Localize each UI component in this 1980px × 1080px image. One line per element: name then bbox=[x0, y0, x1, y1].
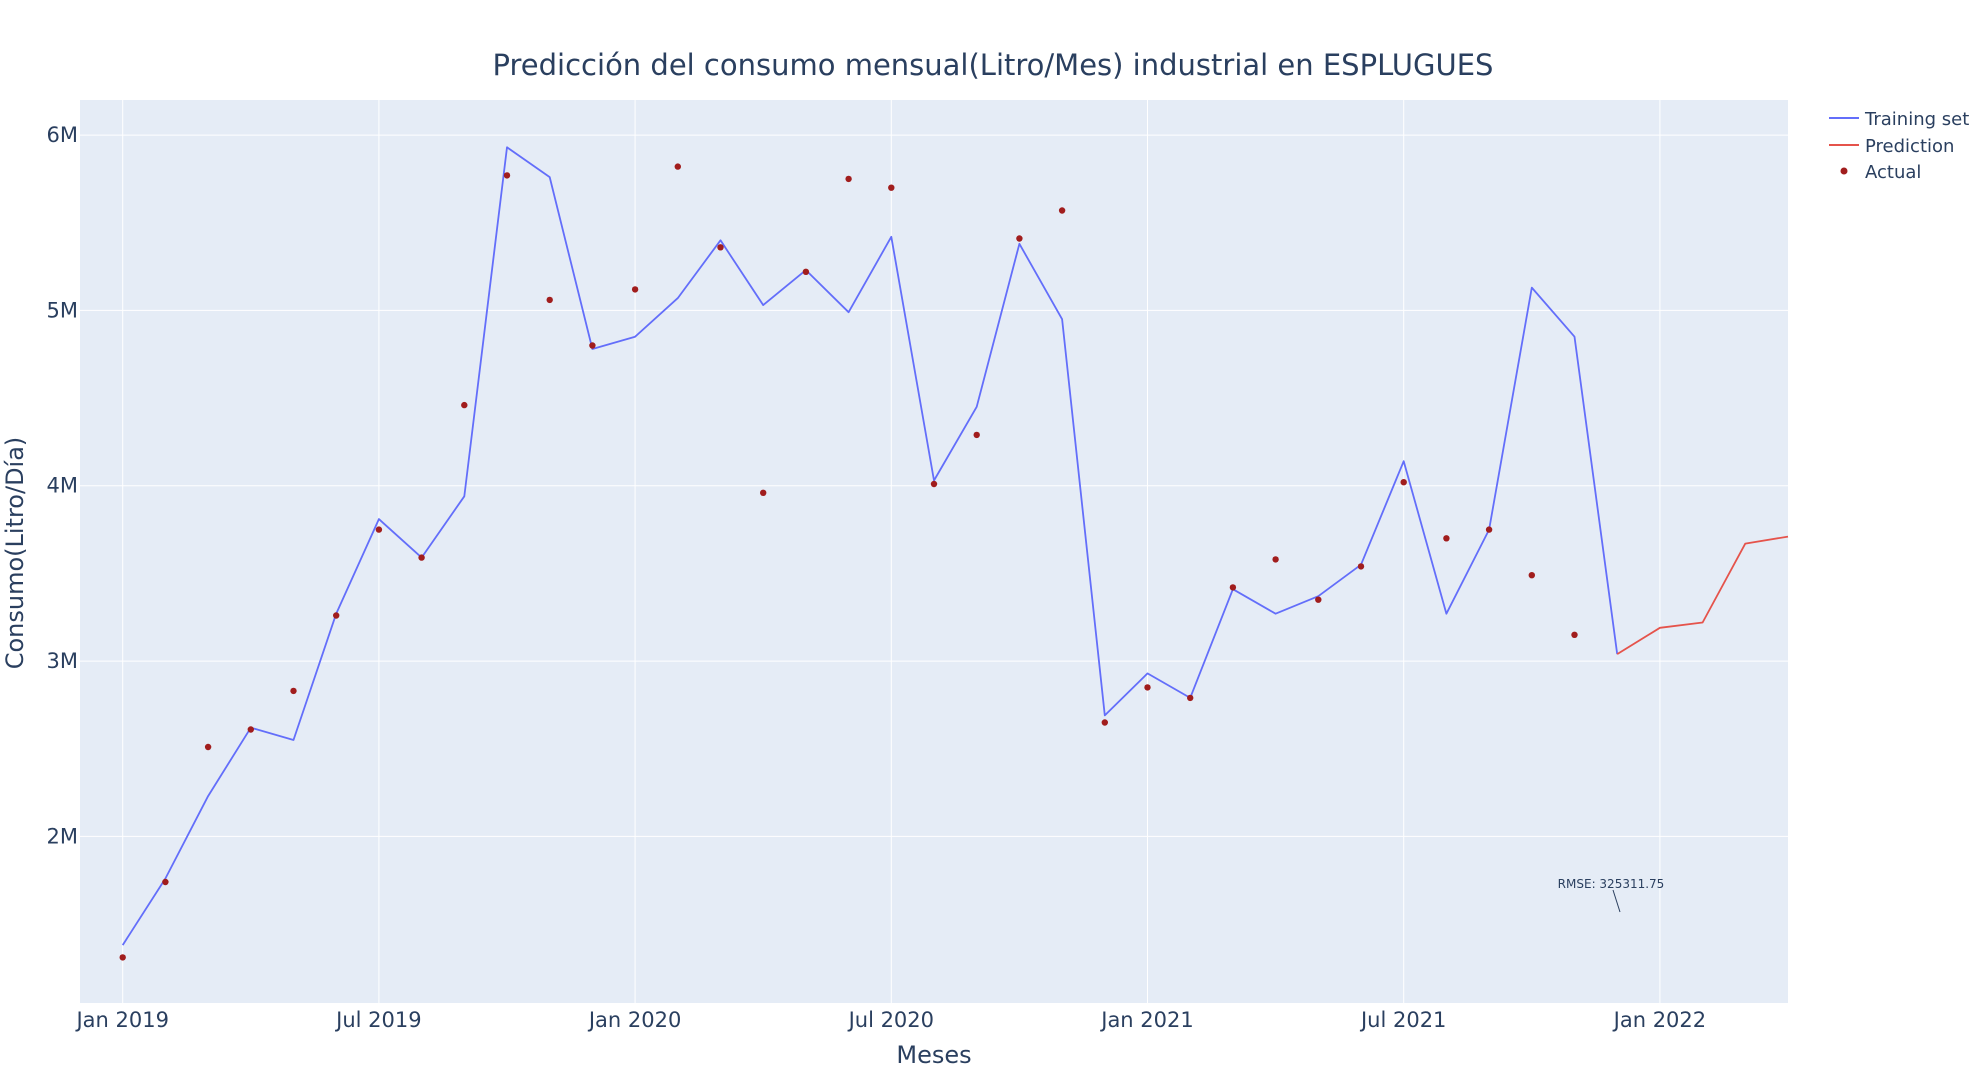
series-training-set bbox=[121, 146, 1619, 946]
point-actual bbox=[930, 480, 938, 488]
y-tick-label: 3M bbox=[47, 649, 78, 673]
point-actual bbox=[1571, 631, 1578, 638]
annotation-text: RMSE: 325311.75 bbox=[1558, 877, 1665, 891]
legend: Training set Prediction Actual bbox=[1829, 109, 1969, 183]
plot-background bbox=[80, 100, 1788, 1003]
point-actual bbox=[802, 268, 810, 275]
point-actual bbox=[1058, 207, 1066, 214]
legend-label-actual: Actual bbox=[1865, 162, 1921, 183]
x-tick-label: Jul 2019 bbox=[334, 1008, 421, 1032]
x-tick-label: Jan 2019 bbox=[74, 1008, 169, 1032]
legend-swatch-actual bbox=[1840, 167, 1848, 175]
axis-layer: Jan 2019 Jul 2019 Jan 2020 Jul 2020 Jan 2021… bbox=[47, 123, 1707, 1032]
point-actual bbox=[1101, 719, 1109, 726]
rmse-annotation: RMSE: 325311.75 bbox=[1558, 877, 1665, 913]
series-line-prediction bbox=[1616, 535, 1789, 655]
series-line-training-set bbox=[121, 146, 1619, 946]
x-tick-label: Jul 2021 bbox=[1359, 1008, 1446, 1032]
point-actual bbox=[333, 612, 340, 619]
grid-layer bbox=[80, 100, 1788, 1003]
point-actual bbox=[375, 526, 383, 533]
point-actual bbox=[1272, 556, 1279, 563]
y-tick-label: 4M bbox=[47, 474, 78, 498]
x-axis-label: Meses bbox=[896, 1041, 971, 1069]
point-actual bbox=[760, 489, 767, 496]
chart-title: Predicción del consumo mensual(Litro/Mes… bbox=[493, 48, 1494, 82]
x-tick-label: Jul 2020 bbox=[847, 1008, 934, 1032]
point-actual bbox=[888, 184, 895, 191]
y-tick-label: 5M bbox=[47, 298, 78, 322]
legend-item-prediction[interactable]: Prediction bbox=[1829, 136, 1954, 157]
point-actual bbox=[589, 342, 596, 349]
point-actual bbox=[631, 286, 639, 293]
annotation-arrow bbox=[1612, 889, 1621, 913]
series-prediction bbox=[1616, 535, 1789, 655]
point-actual bbox=[119, 954, 126, 961]
legend-item-training[interactable]: Training set bbox=[1829, 109, 1969, 130]
point-actual bbox=[973, 431, 980, 439]
point-actual bbox=[461, 401, 468, 409]
y-tick-label: 2M bbox=[47, 824, 78, 848]
point-actual bbox=[290, 687, 297, 695]
point-actual bbox=[204, 743, 212, 751]
point-actual bbox=[1187, 694, 1194, 702]
point-actual bbox=[503, 172, 511, 179]
point-actual bbox=[1229, 584, 1237, 591]
series-layer bbox=[119, 146, 1789, 961]
x-tick-label: Jan 2022 bbox=[1612, 1008, 1707, 1032]
point-actual bbox=[674, 163, 681, 170]
point-actual bbox=[1485, 526, 1493, 533]
x-tick-label: Jan 2021 bbox=[1099, 1008, 1194, 1032]
legend-label-prediction: Prediction bbox=[1865, 136, 1954, 157]
legend-label-training: Training set bbox=[1864, 109, 1969, 130]
point-actual bbox=[1357, 563, 1365, 570]
point-actual bbox=[418, 554, 425, 561]
point-actual bbox=[247, 726, 254, 733]
point-actual bbox=[845, 175, 852, 183]
point-actual bbox=[1528, 572, 1536, 579]
series-actual bbox=[119, 163, 1578, 961]
point-actual bbox=[546, 296, 553, 304]
point-actual bbox=[162, 878, 169, 886]
y-axis-label: Consumo(Litro/Día) bbox=[1, 437, 29, 670]
point-actual bbox=[717, 244, 724, 251]
legend-item-actual[interactable]: Actual bbox=[1840, 162, 1922, 183]
x-tick-label: Jan 2020 bbox=[587, 1008, 682, 1032]
point-actual bbox=[1443, 535, 1450, 542]
point-actual bbox=[1016, 235, 1023, 242]
point-actual bbox=[1315, 596, 1322, 603]
point-actual bbox=[1400, 479, 1407, 486]
point-actual bbox=[1144, 684, 1151, 691]
y-tick-label: 6M bbox=[47, 123, 78, 147]
